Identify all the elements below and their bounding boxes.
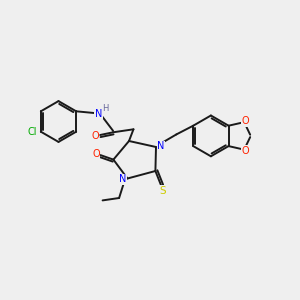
Text: O: O bbox=[91, 131, 99, 141]
Text: N: N bbox=[119, 174, 126, 184]
Text: O: O bbox=[92, 148, 100, 159]
Text: Cl: Cl bbox=[28, 127, 37, 137]
Text: N: N bbox=[95, 109, 102, 119]
Text: S: S bbox=[159, 186, 166, 196]
Text: N: N bbox=[157, 141, 164, 152]
Text: O: O bbox=[241, 146, 249, 156]
Text: H: H bbox=[102, 104, 109, 113]
Text: O: O bbox=[241, 116, 249, 126]
